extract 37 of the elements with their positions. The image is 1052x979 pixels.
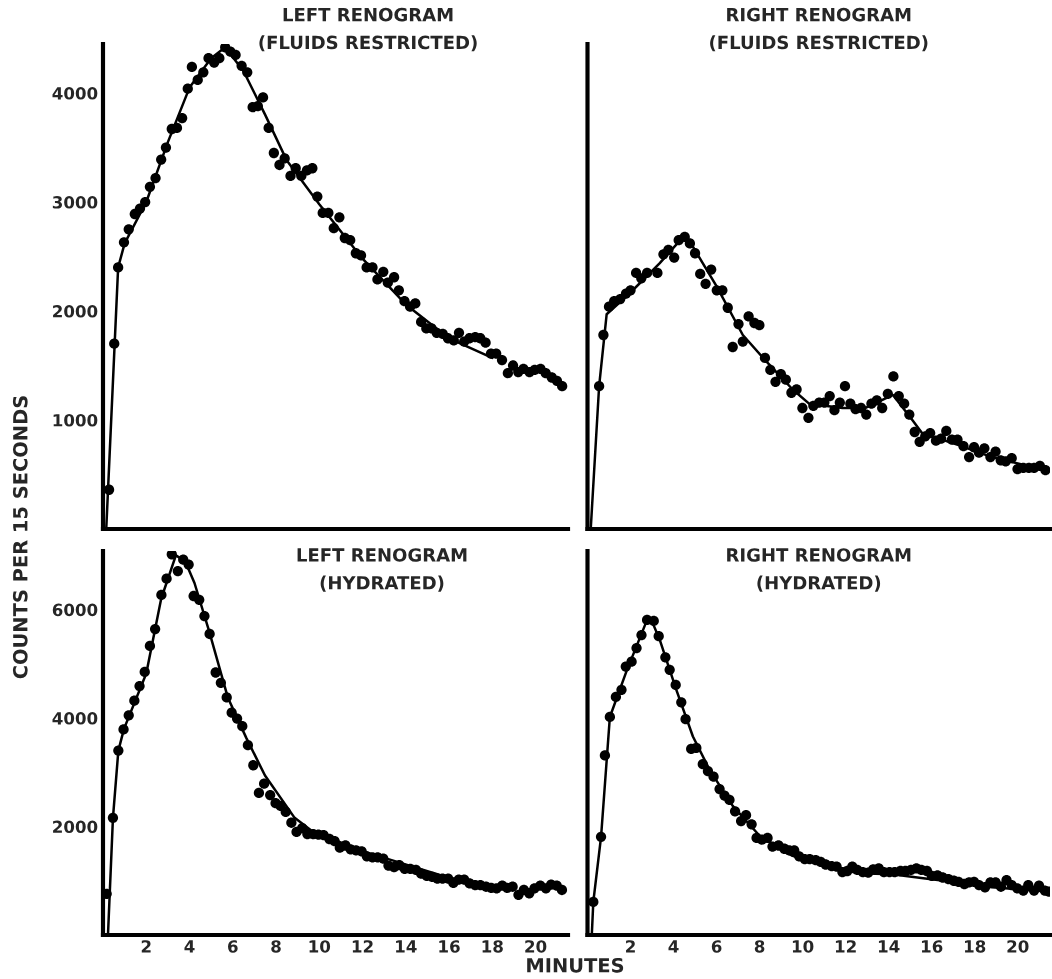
x-tick-label: 2 — [626, 940, 635, 953]
y-tick-label: 4000 — [52, 87, 98, 100]
chart-subtitle: (FLUIDS RESTRICTED) — [710, 35, 928, 52]
x-tick-label: 12 — [352, 940, 373, 953]
text: (HYDRATED) — [757, 575, 881, 592]
y-axis-title: COUNTS PER 15 SECONDS — [12, 396, 28, 679]
x-tick-label: 18 — [964, 940, 986, 953]
x-tick-label: 14 — [396, 940, 417, 953]
text: (HYDRATED) — [320, 575, 444, 592]
x-tick-label: 6 — [711, 940, 722, 953]
y-tick-label: 3000 — [52, 196, 98, 209]
x-axis-title: MINUTES — [527, 957, 624, 973]
chart-title: LEFT RENOGRAM — [283, 7, 453, 22]
x-tick-label: 18 — [482, 940, 503, 953]
y-tick-label: 2000 — [53, 820, 98, 834]
y-tick-label: 4000 — [52, 712, 98, 725]
x-tick-label: 20 — [1007, 940, 1029, 953]
chart-subtitle: (FLUIDS RESTRICTED) — [259, 35, 477, 52]
x-tick-label: 20 — [525, 940, 547, 953]
x-tick-label: 12 — [835, 940, 856, 953]
x-tick-label: 10 — [792, 940, 814, 953]
x-tick-label: 8 — [271, 940, 281, 953]
x-tick-label: 4 — [668, 940, 679, 953]
x-tick-label: 14 — [878, 940, 900, 953]
chart-title: RIGHT RENOGRAM — [727, 7, 911, 22]
x-tick-label: 16 — [921, 940, 943, 953]
x-tick-label: 10 — [309, 940, 331, 953]
x-tick-label: 4 — [184, 940, 195, 953]
y-tick-label: 2000 — [53, 304, 98, 318]
chart-title: LEFT RENOGRAM — [297, 548, 467, 562]
x-tick-label: 16 — [439, 940, 460, 953]
y-tick-label: 6000 — [52, 603, 98, 617]
y-tick-label: 1000 — [53, 413, 98, 427]
x-tick-label: 6 — [228, 940, 238, 953]
chart-title: RIGHT RENOGRAM — [727, 548, 911, 562]
x-tick-label: 8 — [754, 940, 765, 953]
x-tick-label: 2 — [141, 940, 151, 953]
